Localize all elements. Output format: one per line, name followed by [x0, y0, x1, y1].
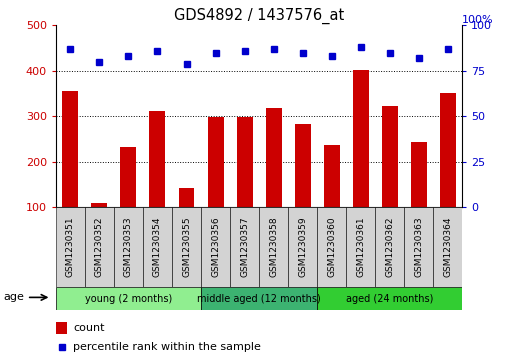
- Bar: [56, 322, 67, 334]
- Bar: [201, 207, 230, 287]
- Bar: [324, 145, 340, 207]
- Title: GDS4892 / 1437576_at: GDS4892 / 1437576_at: [174, 8, 344, 24]
- Bar: [237, 117, 252, 207]
- Bar: [114, 207, 143, 287]
- Bar: [91, 203, 107, 207]
- Bar: [178, 188, 195, 207]
- Bar: [317, 287, 462, 310]
- Bar: [404, 207, 433, 287]
- Bar: [375, 207, 404, 287]
- Text: aged (24 months): aged (24 months): [346, 294, 433, 303]
- Bar: [230, 207, 259, 287]
- Text: GSM1230359: GSM1230359: [298, 216, 307, 277]
- Bar: [317, 207, 346, 287]
- Text: GSM1230361: GSM1230361: [356, 216, 365, 277]
- Bar: [56, 207, 85, 287]
- Text: GSM1230357: GSM1230357: [240, 216, 249, 277]
- Bar: [149, 111, 166, 207]
- Bar: [353, 70, 369, 207]
- Text: GSM1230358: GSM1230358: [269, 216, 278, 277]
- Bar: [208, 117, 224, 207]
- Bar: [266, 108, 281, 207]
- Text: GSM1230356: GSM1230356: [211, 216, 220, 277]
- Text: percentile rank within the sample: percentile rank within the sample: [73, 342, 261, 352]
- Text: GSM1230355: GSM1230355: [182, 216, 191, 277]
- Bar: [346, 207, 375, 287]
- Text: GSM1230363: GSM1230363: [414, 216, 423, 277]
- Text: age: age: [4, 292, 24, 302]
- Text: GSM1230353: GSM1230353: [124, 216, 133, 277]
- Bar: [433, 207, 462, 287]
- Bar: [143, 207, 172, 287]
- Bar: [62, 91, 78, 207]
- Bar: [440, 93, 456, 207]
- Text: count: count: [73, 323, 105, 333]
- Text: 100%: 100%: [462, 15, 494, 25]
- Text: GSM1230364: GSM1230364: [443, 217, 452, 277]
- Text: GSM1230354: GSM1230354: [153, 217, 162, 277]
- Bar: [288, 207, 317, 287]
- Bar: [201, 287, 317, 310]
- Text: middle aged (12 months): middle aged (12 months): [197, 294, 321, 303]
- Bar: [120, 147, 137, 207]
- Bar: [56, 287, 201, 310]
- Bar: [411, 142, 427, 207]
- Text: young (2 months): young (2 months): [85, 294, 172, 303]
- Text: GSM1230352: GSM1230352: [95, 217, 104, 277]
- Text: GSM1230362: GSM1230362: [385, 217, 394, 277]
- Text: GSM1230360: GSM1230360: [327, 216, 336, 277]
- Bar: [295, 124, 310, 207]
- Bar: [172, 207, 201, 287]
- Text: GSM1230351: GSM1230351: [66, 216, 75, 277]
- Bar: [85, 207, 114, 287]
- Bar: [382, 106, 398, 207]
- Bar: [259, 207, 288, 287]
